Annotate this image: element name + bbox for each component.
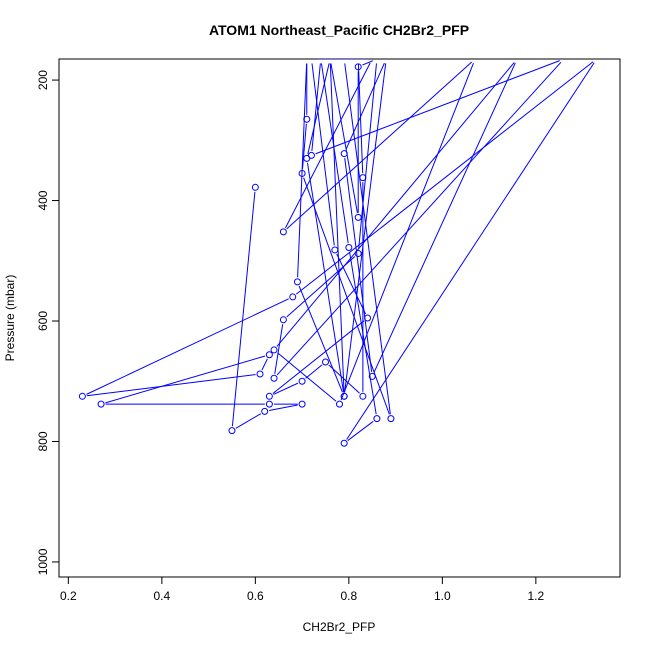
series-segment — [286, 61, 473, 230]
series-segment — [315, 60, 560, 155]
data-point — [331, 246, 339, 254]
data-point — [303, 154, 311, 162]
series-segment — [301, 123, 307, 170]
y-tick-label: 800 — [36, 431, 50, 451]
data-point — [359, 392, 367, 400]
series-segment — [276, 62, 515, 347]
y-tick-label: 1000 — [36, 548, 50, 575]
data-point — [373, 415, 381, 423]
data-point — [265, 400, 273, 408]
data-point — [298, 169, 306, 177]
data-point — [359, 174, 367, 182]
series-segment — [261, 358, 268, 371]
series-segment — [373, 62, 516, 373]
data-point — [289, 293, 297, 301]
series-segment — [86, 298, 289, 395]
series-segment — [340, 63, 474, 401]
series-segment — [311, 63, 321, 151]
x-tick-label: 0.8 — [341, 589, 358, 603]
series-segment — [273, 382, 299, 395]
y-tick-label: 600 — [36, 311, 50, 331]
data-point — [279, 316, 287, 324]
x-tick-label: 1.2 — [528, 589, 545, 603]
data-point — [340, 439, 348, 447]
series-segment — [306, 162, 344, 392]
y-axis: 200 400 600 800 1000 — [36, 70, 59, 575]
series-segment — [346, 62, 595, 440]
series-segment — [345, 62, 385, 150]
series-segment — [276, 61, 562, 376]
series-segment — [362, 60, 373, 66]
chart-title: ATOM1 Northeast_Pacific CH2Br2_PFP — [209, 22, 469, 38]
data-point — [345, 244, 353, 252]
series-segment — [274, 324, 284, 374]
data-point — [354, 63, 362, 71]
series-segment — [298, 285, 343, 393]
data-point — [256, 370, 264, 378]
series-segment — [357, 63, 364, 174]
series-segment — [86, 374, 256, 397]
data-point — [340, 392, 348, 400]
data-point — [265, 351, 273, 359]
data-point — [261, 407, 269, 415]
data-point — [251, 183, 259, 191]
series-segment — [347, 420, 374, 441]
series-segment — [305, 364, 323, 379]
data-point — [228, 427, 236, 435]
series-segment — [330, 63, 358, 214]
data-point — [354, 213, 362, 221]
x-tick-label: 0.2 — [60, 589, 77, 603]
data-point — [298, 377, 306, 385]
data-point — [368, 372, 376, 380]
data-point — [265, 392, 273, 400]
data-point — [340, 150, 348, 158]
series-segment — [285, 62, 371, 229]
data-point — [279, 228, 287, 236]
data-point — [303, 115, 311, 123]
x-tick-label: 0.6 — [247, 589, 264, 603]
series-segment — [277, 352, 337, 402]
data-point — [354, 250, 362, 258]
data-point — [270, 346, 278, 354]
data-point — [336, 400, 343, 408]
y-axis-label: Pressure (mbar) — [3, 275, 17, 362]
series-segment — [336, 253, 367, 315]
series-segment — [269, 404, 298, 412]
series-layer — [78, 59, 595, 447]
data-point — [293, 278, 301, 286]
x-axis-label: CH2Br2_PFP — [303, 620, 376, 634]
x-tick-label: 1.0 — [434, 589, 451, 603]
plot-area-frame — [58, 58, 621, 578]
y-tick-label: 200 — [36, 70, 50, 90]
series-segment — [295, 61, 594, 295]
series-segment — [329, 63, 345, 392]
data-point — [387, 415, 395, 423]
data-point — [78, 392, 86, 400]
data-point — [270, 374, 278, 382]
data-point — [97, 400, 105, 408]
series-segment — [344, 63, 387, 392]
series-segment — [307, 63, 330, 155]
y-tick-label: 400 — [36, 190, 50, 210]
series-segment — [231, 191, 256, 427]
data-point — [298, 400, 306, 408]
data-point — [321, 358, 329, 366]
data-point — [364, 314, 372, 322]
x-axis: 0.2 0.4 0.6 0.8 1.0 1.2 — [60, 577, 545, 603]
series-segment — [320, 63, 349, 244]
series-segment — [328, 364, 360, 394]
series-segment — [235, 413, 262, 429]
x-tick-label: 0.4 — [154, 589, 171, 603]
series-segment — [272, 320, 365, 394]
series-segment — [344, 157, 373, 373]
series-segment — [105, 355, 266, 404]
